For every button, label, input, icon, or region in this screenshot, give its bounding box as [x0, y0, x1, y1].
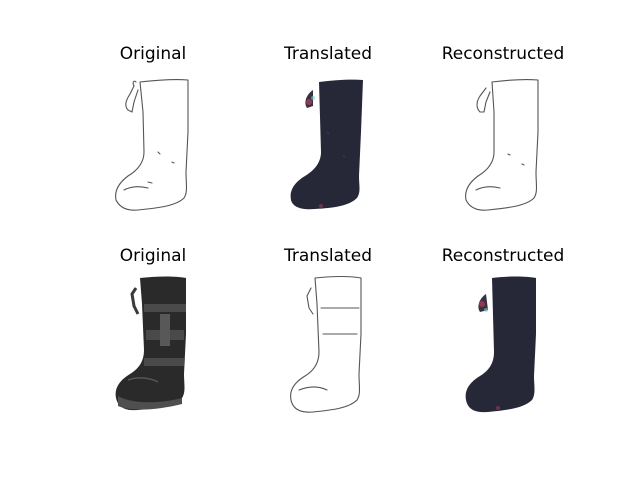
panel-title-r1c2: Translated [284, 44, 372, 64]
panel-r2c2-sketch-boot [263, 274, 393, 416]
panel-title-r1c3: Reconstructed [441, 44, 565, 64]
panel-r2c3-generated-boot [438, 274, 568, 416]
boot-sketch-image [290, 275, 362, 413]
boot-sketch-image [115, 79, 189, 211]
boot-dark-generated-image [290, 79, 363, 210]
panel-title-r2c3: Reconstructed [441, 246, 565, 266]
panel-r1c3-sketch-boot [438, 72, 568, 214]
boot-sketch-image [465, 79, 539, 211]
panel-r2c1-photo-boot [88, 274, 218, 416]
panel-title-r1c1: Original [119, 44, 187, 64]
boot-photo-black-image [115, 276, 186, 411]
panel-r1c2-generated-boot [263, 72, 393, 214]
panel-title-r2c1: Original [119, 246, 187, 266]
panel-title-r2c2: Translated [284, 246, 372, 266]
panel-r1c1-sketch-boot [88, 72, 218, 214]
boot-dark-generated-image [465, 276, 536, 413]
